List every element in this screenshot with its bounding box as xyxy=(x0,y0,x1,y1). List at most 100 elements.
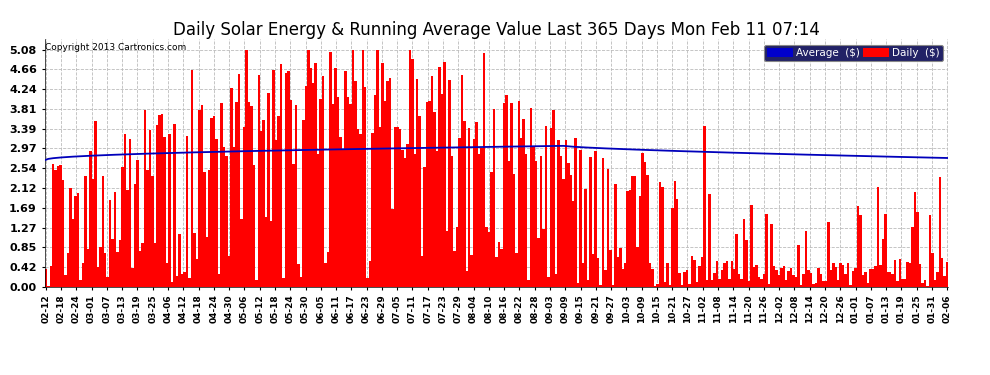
Bar xyxy=(260,131,262,287)
Bar xyxy=(943,276,945,287)
Bar xyxy=(755,266,757,287)
Bar xyxy=(646,175,648,287)
Bar xyxy=(221,103,223,287)
Bar xyxy=(384,101,386,287)
Bar xyxy=(731,261,733,287)
Bar xyxy=(934,280,936,287)
Bar xyxy=(248,102,250,287)
Bar xyxy=(547,277,549,287)
Bar xyxy=(79,280,82,287)
Bar xyxy=(493,109,495,287)
Bar xyxy=(119,240,122,287)
Bar xyxy=(750,205,752,287)
Bar xyxy=(364,87,366,287)
Bar xyxy=(817,268,820,287)
Bar xyxy=(770,224,772,287)
Bar xyxy=(354,81,356,287)
Bar xyxy=(231,88,233,287)
Bar xyxy=(762,274,765,287)
Bar xyxy=(879,265,881,287)
Bar xyxy=(478,154,480,287)
Bar xyxy=(837,280,840,287)
Bar xyxy=(752,267,755,287)
Bar xyxy=(733,269,736,287)
Bar xyxy=(475,122,478,287)
Bar xyxy=(607,169,609,287)
Bar xyxy=(257,75,260,287)
Bar xyxy=(644,162,646,287)
Bar xyxy=(525,154,528,287)
Bar xyxy=(708,194,711,287)
Bar xyxy=(533,146,535,287)
Bar xyxy=(503,103,505,287)
Bar xyxy=(406,144,409,287)
Bar xyxy=(272,70,275,287)
Bar xyxy=(728,279,731,287)
Bar xyxy=(678,273,681,287)
Bar xyxy=(498,242,500,287)
Bar xyxy=(822,280,825,287)
Bar xyxy=(683,272,686,287)
Bar xyxy=(275,140,277,287)
Bar xyxy=(787,271,790,287)
Bar xyxy=(181,274,183,287)
Bar xyxy=(277,116,280,287)
Bar xyxy=(800,285,802,287)
Bar xyxy=(846,263,849,287)
Bar xyxy=(721,270,723,287)
Bar xyxy=(825,280,827,287)
Bar xyxy=(401,150,404,287)
Bar xyxy=(473,139,475,287)
Bar xyxy=(554,274,557,287)
Bar xyxy=(470,255,473,287)
Bar xyxy=(587,280,589,287)
Bar xyxy=(552,110,554,287)
Bar xyxy=(238,74,241,287)
Bar xyxy=(830,270,832,287)
Bar xyxy=(342,150,345,287)
Bar xyxy=(460,75,463,287)
Bar xyxy=(760,279,762,287)
Bar xyxy=(168,134,171,287)
Bar xyxy=(394,127,396,287)
Bar xyxy=(929,215,931,287)
Bar xyxy=(431,76,434,287)
Bar xyxy=(886,272,889,287)
Bar xyxy=(89,151,92,287)
Bar xyxy=(505,94,508,287)
Bar xyxy=(884,214,886,287)
Bar xyxy=(193,233,196,287)
Bar xyxy=(701,257,703,287)
Bar xyxy=(327,252,330,287)
Bar xyxy=(223,147,226,287)
Bar xyxy=(297,264,300,287)
Bar xyxy=(312,83,315,287)
Bar xyxy=(919,264,921,287)
Bar xyxy=(158,115,161,287)
Bar xyxy=(228,255,231,287)
Bar xyxy=(904,279,906,287)
Bar xyxy=(936,272,939,287)
Bar xyxy=(624,263,627,287)
Bar xyxy=(198,110,201,287)
Bar xyxy=(612,285,614,287)
Bar xyxy=(864,272,866,287)
Bar xyxy=(795,277,797,287)
Bar xyxy=(653,286,656,287)
Bar xyxy=(287,71,290,287)
Bar xyxy=(637,247,639,287)
Bar xyxy=(117,252,119,287)
Bar xyxy=(166,262,168,287)
Bar xyxy=(48,286,50,287)
Bar xyxy=(540,156,543,287)
Bar xyxy=(252,165,255,287)
Bar xyxy=(909,263,911,287)
Bar xyxy=(718,279,721,287)
Bar xyxy=(891,274,894,287)
Bar xyxy=(604,270,607,287)
Bar xyxy=(458,138,460,287)
Bar xyxy=(52,164,54,287)
Bar xyxy=(208,170,211,287)
Bar xyxy=(176,276,178,287)
Bar xyxy=(386,81,389,287)
